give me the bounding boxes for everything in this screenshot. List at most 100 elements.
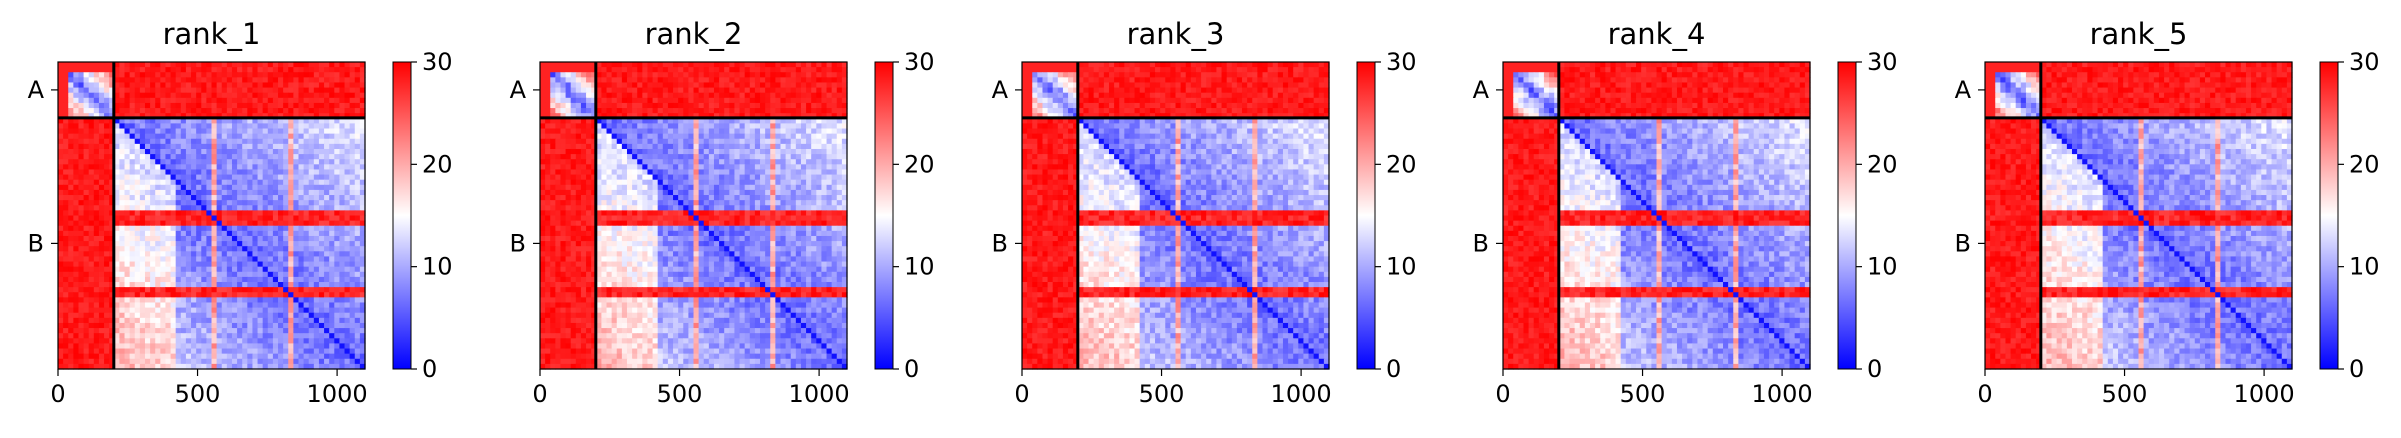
heatmap-cell (580, 72, 587, 78)
heatmap-cell (221, 235, 228, 242)
heatmap-cell (78, 276, 85, 283)
heatmap-cell (729, 174, 736, 181)
heatmap-cell (68, 92, 74, 99)
heatmap-cell (283, 317, 289, 324)
heatmap-cell (83, 62, 90, 68)
heatmap-cell (73, 312, 80, 319)
heatmap-cell (206, 225, 213, 232)
heatmap-cell (144, 261, 151, 268)
heatmap-cell (242, 169, 248, 176)
heatmap-cell (785, 148, 792, 155)
heatmap-cell (170, 113, 177, 119)
heatmap-cell (139, 174, 146, 181)
heatmap-cell (329, 108, 335, 114)
heatmap-cell (231, 302, 238, 309)
heatmap-cell (359, 113, 366, 119)
heatmap-cell (170, 210, 177, 217)
heatmap-cell (68, 174, 74, 181)
heatmap-cell (226, 241, 233, 247)
heatmap-cell (78, 246, 85, 252)
heatmap-cell (139, 246, 146, 252)
heatmap-cell (708, 113, 715, 119)
heatmap-cell (150, 108, 156, 114)
heatmap-cell (626, 123, 633, 130)
heatmap-cell (560, 87, 567, 94)
heatmap-cell (242, 92, 248, 99)
heatmap-cell (545, 108, 551, 114)
heatmap-cell (744, 148, 751, 155)
heatmap-cell (83, 292, 90, 298)
heatmap-cell (540, 154, 546, 160)
heatmap-cell (596, 148, 602, 155)
heatmap-cell (359, 159, 366, 165)
heatmap-cell (68, 148, 74, 155)
heatmap-cell (606, 174, 613, 181)
heatmap-cell (175, 128, 182, 135)
heatmap-cell (298, 77, 305, 84)
heatmap-cell (780, 92, 787, 99)
heatmap-cell (308, 271, 315, 278)
heatmap-cell (124, 271, 131, 278)
heatmap-cell (68, 87, 74, 94)
heatmap-cell (83, 164, 90, 171)
heatmap-cell (683, 138, 689, 145)
heatmap-cell (226, 159, 233, 165)
heatmap-cell (124, 108, 131, 114)
heatmap-cell (344, 169, 351, 176)
heatmap-cell (247, 205, 254, 211)
heatmap-cell (267, 97, 274, 104)
heatmap-cell (78, 333, 85, 339)
heatmap-cell (349, 123, 356, 130)
heatmap-cell (129, 230, 136, 237)
heatmap-cell (324, 174, 330, 181)
heatmap-cell (318, 266, 325, 273)
heatmap-cell (303, 87, 310, 94)
heatmap-cell (63, 67, 69, 73)
heatmap-cell (124, 363, 131, 370)
heatmap-cell (308, 108, 315, 114)
heatmap-cell (231, 307, 238, 314)
heatmap-cell (88, 343, 95, 350)
heatmap-cell (303, 195, 310, 201)
heatmap-cell (144, 77, 151, 84)
heatmap-cell (601, 143, 608, 150)
heatmap-cell (354, 143, 361, 150)
heatmap-cell (175, 358, 182, 365)
heatmap-cell (196, 87, 202, 94)
heatmap-cell (257, 220, 264, 227)
heatmap-cell (298, 138, 305, 145)
heatmap-cell (713, 164, 720, 171)
heatmap-cell (647, 123, 654, 130)
heatmap-cell (329, 241, 335, 247)
heatmap-cell (575, 133, 582, 140)
heatmap-cell (816, 62, 823, 68)
heatmap-cell (98, 72, 105, 78)
heatmap-cell (586, 164, 592, 171)
heatmap-cell (231, 138, 238, 145)
heatmap-cell (283, 82, 289, 89)
heatmap-cell (180, 312, 187, 319)
heatmap-cell (237, 333, 243, 339)
heatmap-cell (344, 328, 351, 334)
heatmap-cell (560, 123, 567, 130)
heatmap-cell (272, 179, 279, 186)
heatmap-cell (257, 200, 264, 206)
heatmap-cell (596, 133, 602, 140)
heatmap-cell (324, 220, 330, 227)
heatmap-cell (739, 164, 746, 171)
heatmap-cell (831, 72, 838, 78)
heatmap-cell (206, 271, 213, 278)
heatmap-cell (334, 317, 341, 324)
heatmap-cell (160, 292, 167, 298)
heatmap-cell (795, 128, 802, 135)
heatmap-cell (160, 297, 167, 304)
heatmap-cell (324, 297, 330, 304)
heatmap-cell (226, 225, 233, 232)
heatmap-cell (770, 174, 776, 181)
heatmap-cell (88, 143, 95, 150)
heatmap-cell (150, 97, 156, 104)
heatmap-cell (165, 210, 172, 217)
heatmap-cell (555, 72, 562, 78)
heatmap-cell (109, 266, 115, 273)
heatmap-cell (313, 348, 320, 355)
